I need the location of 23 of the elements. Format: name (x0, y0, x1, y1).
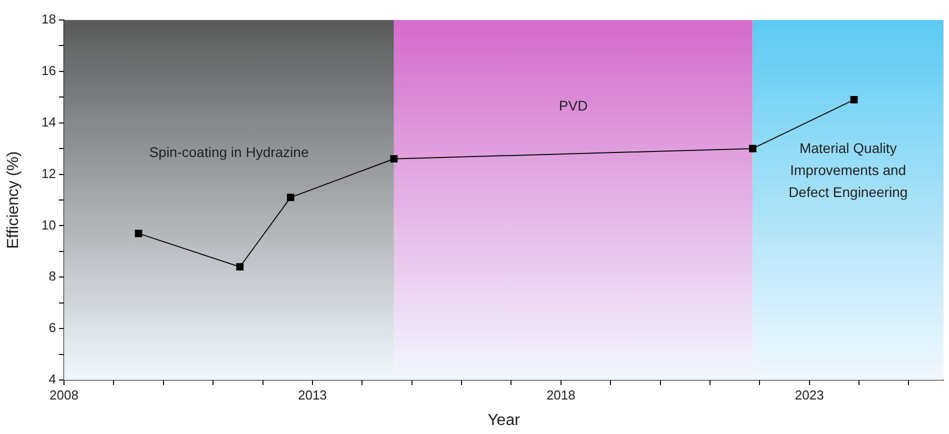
point (850, 96, 858, 104)
y-tick-label: 14 (42, 114, 56, 130)
point (390, 155, 398, 163)
x-tick-label: 2013 (298, 387, 327, 402)
y-tick-label: 16 (42, 63, 56, 78)
band-label: PVD (558, 97, 588, 114)
point (749, 144, 756, 152)
y-tick-label: 4 (48, 372, 56, 387)
band-label: Material Quality Improvements and Defect Engineering (788, 140, 908, 200)
point (236, 263, 244, 271)
y-tick-label: 12 (42, 166, 56, 181)
y-axis-title: Efficiency (%) (5, 151, 22, 249)
x-tick-label: 2018 (546, 387, 576, 402)
y-tick-label: 6 (48, 320, 56, 336)
y-tick-label: 8 (48, 268, 56, 284)
y-tick-label: 10 (42, 217, 56, 232)
x-tick-label: 2023 (794, 387, 824, 402)
point (134, 230, 142, 238)
y-tick-label: 18 (42, 12, 56, 27)
band-label: Spin-coating in Hydrazine (149, 144, 309, 160)
point (286, 194, 294, 202)
x-axis-title: Year (488, 412, 521, 429)
x-tick-label: 2008 (50, 387, 78, 402)
